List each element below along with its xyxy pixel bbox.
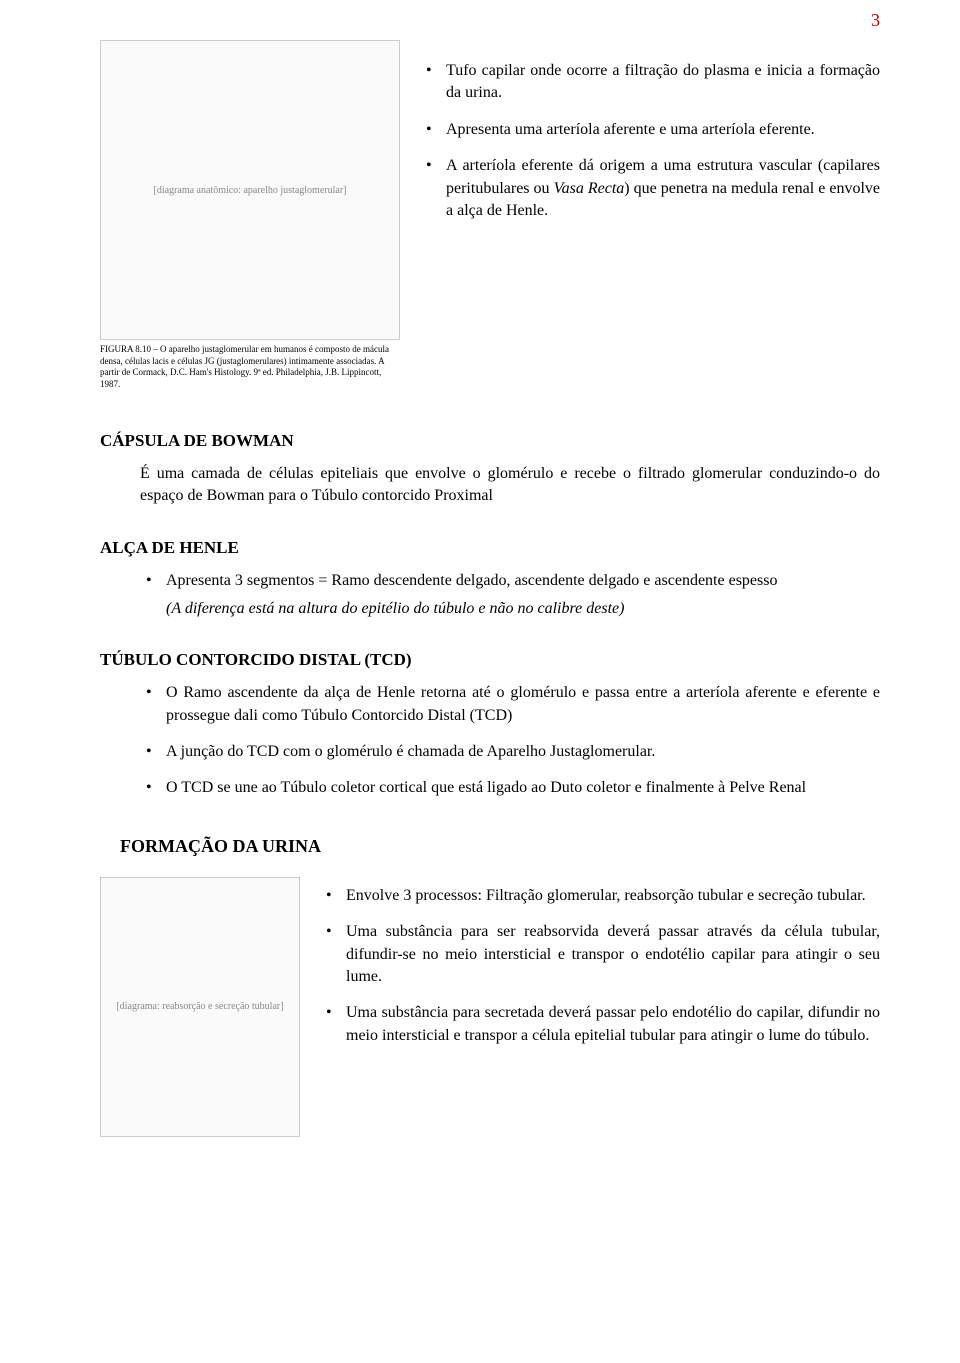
section-body-capsula: É uma camada de células epiteliais que e…	[100, 463, 880, 508]
document-page: 3 [diagrama anatômico: aparelho justaglo…	[0, 0, 960, 1177]
tcd-list: O Ramo ascendente da alça de Henle retor…	[100, 682, 880, 800]
figure-top: [diagrama anatômico: aparelho justaglome…	[100, 40, 400, 391]
figure-bottom: [diagrama: reabsorção e secreção tubular…	[100, 877, 300, 1137]
section-title-alca: ALÇA DE HENLE	[100, 538, 880, 558]
top-bullet-item: Tufo capilar onde ocorre a filtração do …	[420, 60, 880, 105]
section-title-capsula: CÁPSULA DE BOWMAN	[100, 431, 880, 451]
figure-top-image: [diagrama anatômico: aparelho justaglome…	[100, 40, 400, 340]
alca-list: Apresenta 3 segmentos = Ramo descendente…	[100, 570, 880, 621]
tcd-bullet-item: O Ramo ascendente da alça de Henle retor…	[140, 682, 880, 727]
figure-top-caption: FIGURA 8.10 – O aparelho justaglomerular…	[100, 344, 400, 391]
tcd-bullet-item: A junção do TCD com o glomérulo é chamad…	[140, 741, 880, 763]
top-bullets: Tufo capilar onde ocorre a filtração do …	[420, 40, 880, 391]
alca-subnote: (A diferença está na altura do epitélio …	[140, 598, 880, 620]
page-number: 3	[871, 10, 880, 31]
section-title-tcd: TÚBULO CONTORCIDO DISTAL (TCD)	[100, 650, 880, 670]
bottom-section: [diagrama: reabsorção e secreção tubular…	[100, 877, 880, 1137]
top-section: [diagrama anatômico: aparelho justaglome…	[100, 40, 880, 391]
top-bullet-item: Apresenta uma arteríola aferente e uma a…	[420, 119, 880, 141]
alca-bullet-item: Apresenta 3 segmentos = Ramo descendente…	[140, 570, 880, 592]
formacao-bullets: Envolve 3 processos: Filtração glomerula…	[320, 877, 880, 1137]
top-bullet-item: A arteríola eferente dá origem a uma est…	[420, 155, 880, 222]
tcd-bullet-item: O TCD se une ao Túbulo coletor cortical …	[140, 777, 880, 799]
figure-bottom-image: [diagrama: reabsorção e secreção tubular…	[100, 877, 300, 1137]
formacao-bullet-item: Envolve 3 processos: Filtração glomerula…	[320, 885, 880, 907]
formacao-bullet-item: Uma substância para secretada deverá pas…	[320, 1002, 880, 1047]
section-title-formacao: FORMAÇÃO DA URINA	[100, 836, 880, 857]
formacao-bullet-item: Uma substância para ser reabsorvida deve…	[320, 921, 880, 988]
